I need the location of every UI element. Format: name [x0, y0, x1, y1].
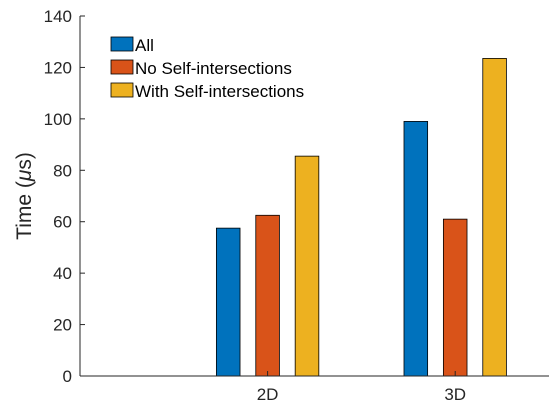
bar-3-2d	[294, 155, 320, 377]
bar-1-2d	[215, 227, 241, 377]
y-tick-label: 0	[63, 367, 72, 386]
bar-2-2d	[255, 214, 280, 377]
bar-3-3d	[482, 58, 507, 377]
x-tick-label: 3D	[444, 385, 466, 404]
legend-swatch	[110, 36, 134, 52]
y-tick-label: 80	[53, 161, 72, 180]
legend-swatch	[110, 82, 134, 98]
y-ticks-group: 0 20 40 60 80 100 120 140	[44, 7, 85, 386]
legend-label: With Self-intersections	[135, 82, 304, 101]
bar-2-3d	[442, 218, 468, 377]
y-axis-label: Time (μs)	[13, 152, 36, 240]
y-tick-label: 120	[44, 58, 72, 77]
legend-swatch	[110, 59, 134, 75]
y-tick-label: 100	[44, 110, 72, 129]
y-tick-label: 20	[53, 316, 72, 335]
y-tick-label: 140	[44, 7, 72, 26]
y-tick-label: 40	[53, 264, 72, 283]
legend-label: No Self-intersections	[135, 59, 292, 78]
y-tick-label: 60	[53, 213, 72, 232]
bars-group	[215, 58, 507, 377]
axes-group	[79, 16, 549, 377]
x-ticks-group: 2D 3D	[257, 371, 466, 404]
legend-label: All	[135, 36, 154, 55]
legend: All No Self-intersections With Self-inters…	[110, 36, 304, 101]
bar-1-3d	[403, 121, 429, 377]
x-tick-label: 2D	[257, 385, 279, 404]
